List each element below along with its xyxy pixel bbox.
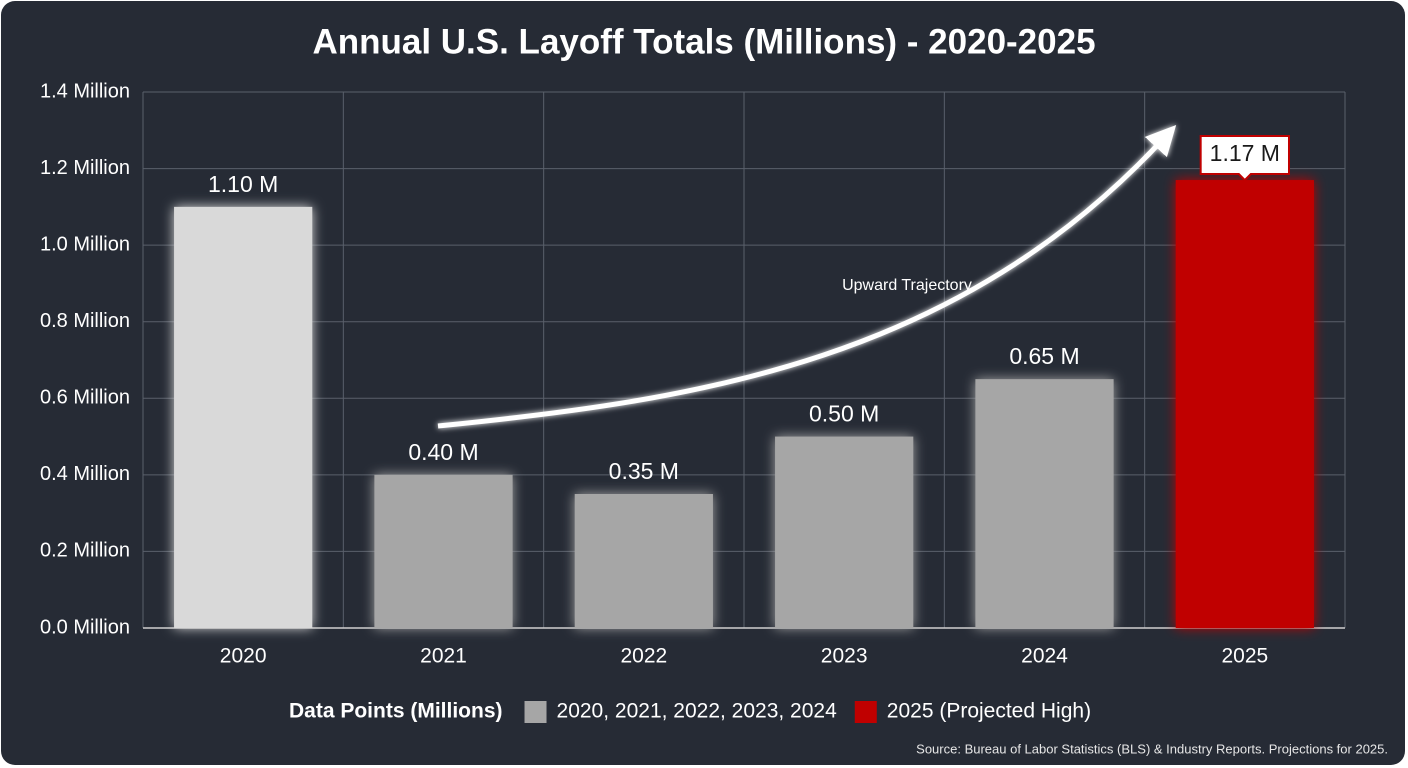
y-tick-label: 1.0 Million: [40, 233, 130, 255]
value-label: 0.35 M: [609, 458, 679, 484]
bar: [174, 206, 313, 628]
y-tick-label: 1.2 Million: [40, 157, 130, 179]
legend-title: Data Points (Millions): [289, 700, 503, 723]
x-tick-label: 2020: [220, 645, 267, 668]
chart-title: Annual U.S. Layoff Totals (Millions) - 2…: [312, 22, 1095, 61]
bar: [574, 494, 713, 628]
bar: [775, 436, 914, 628]
value-label: 0.65 M: [1009, 343, 1079, 369]
x-tick-label: 2025: [1221, 645, 1268, 668]
bar: [1175, 180, 1314, 629]
y-tick-label: 1.4 Million: [40, 80, 130, 102]
legend-swatch: [854, 701, 877, 723]
value-label-callout: 1.17 M: [1199, 135, 1290, 182]
x-tick-label: 2024: [1021, 645, 1068, 668]
annotation: Upward Trajectory: [842, 277, 972, 294]
y-tick-label: 0.8 Million: [40, 310, 130, 332]
legend: Data Points (Millions) 2020, 2021, 2022, …: [289, 700, 1091, 723]
value-label: 1.17 M: [1210, 140, 1280, 166]
value-label: 0.50 M: [809, 401, 879, 427]
y-tick-label: 0.6 Million: [40, 387, 130, 409]
callout-box: [1199, 135, 1290, 182]
bar: [975, 379, 1114, 628]
y-tick-label: 0.4 Million: [40, 463, 130, 485]
x-tick-label: 2023: [821, 645, 868, 668]
x-tick-label: 2021: [420, 645, 467, 668]
value-label: 0.40 M: [408, 439, 478, 465]
bar-layer: 1.10 M 0.40 M 0.35 M 0.50 M 0.65 M 1.17 M: [174, 135, 1314, 629]
grid-layer: 0.0 Million 0.2 Million 0.4 Million 0.6 Mil…: [40, 80, 1346, 668]
y-tick-label: 0.2 Million: [40, 540, 130, 562]
y-tick-label: 0.0 Million: [40, 616, 130, 638]
value-label: 1.10 M: [208, 171, 278, 197]
bar: [374, 474, 513, 628]
legend-swatch: [524, 701, 547, 723]
trend-arrow: [437, 124, 1177, 429]
source-note: Source: Bureau of Labor Statistics (BLS)…: [916, 741, 1388, 756]
legend-label: 2020, 2021, 2022, 2023, 2024: [557, 700, 838, 723]
legend-label: 2025 (Projected High): [887, 700, 1091, 723]
x-tick-label: 2022: [620, 645, 667, 668]
